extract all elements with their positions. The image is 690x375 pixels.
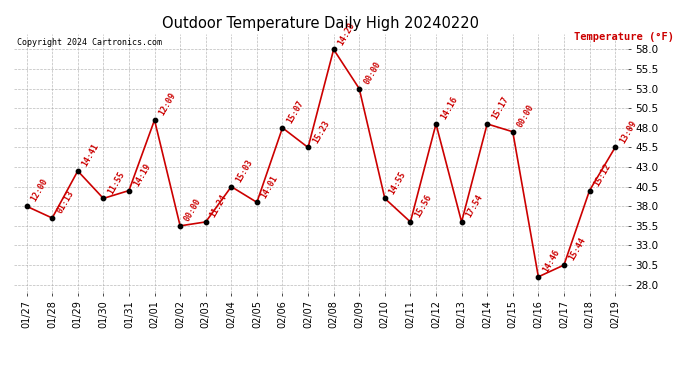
Text: 00:00: 00:00 [515,103,536,129]
Text: 14:28: 14:28 [337,21,357,46]
Point [124,188,135,194]
Text: 00:00: 00:00 [183,197,203,223]
Text: 14:01: 14:01 [259,173,280,200]
Point [482,121,493,127]
Text: 12:00: 12:00 [30,177,50,204]
Text: 14:41: 14:41 [81,142,101,168]
Point [277,125,288,131]
Point [507,129,518,135]
Text: Copyright 2024 Cartronics.com: Copyright 2024 Cartronics.com [17,38,162,46]
Point [251,200,262,206]
Text: 15:12: 15:12 [592,162,613,188]
Text: 00:00: 00:00 [362,60,382,86]
Text: 11:24: 11:24 [208,193,229,219]
Point [98,195,109,201]
Point [380,195,391,201]
Point [149,117,160,123]
Point [405,219,416,225]
Title: Outdoor Temperature Daily High 20240220: Outdoor Temperature Daily High 20240220 [162,16,480,31]
Text: 14:16: 14:16 [439,95,459,121]
Point [302,144,313,150]
Point [47,215,58,221]
Text: 17:54: 17:54 [464,193,484,219]
Point [354,86,365,92]
Point [200,219,211,225]
Point [21,203,32,209]
Text: 14:46: 14:46 [541,248,562,274]
Point [72,168,83,174]
Point [558,262,569,268]
Text: 15:56: 15:56 [413,193,433,219]
Text: 11:55: 11:55 [106,170,126,196]
Text: Temperature (°F): Temperature (°F) [574,33,674,42]
Text: 14:55: 14:55 [388,170,408,196]
Text: 15:07: 15:07 [285,99,306,125]
Point [609,144,620,150]
Text: 14:19: 14:19 [132,162,152,188]
Text: 15:44: 15:44 [566,236,587,262]
Point [226,184,237,190]
Text: 15:17: 15:17 [490,95,510,121]
Point [584,188,595,194]
Text: 12:09: 12:09 [157,91,177,117]
Text: 15:03: 15:03 [234,158,255,184]
Text: 01:13: 01:13 [55,189,75,215]
Point [175,223,186,229]
Point [456,219,467,225]
Text: 15:23: 15:23 [310,118,331,145]
Point [328,46,339,53]
Text: 13:09: 13:09 [618,118,638,145]
Point [533,274,544,280]
Point [431,121,442,127]
